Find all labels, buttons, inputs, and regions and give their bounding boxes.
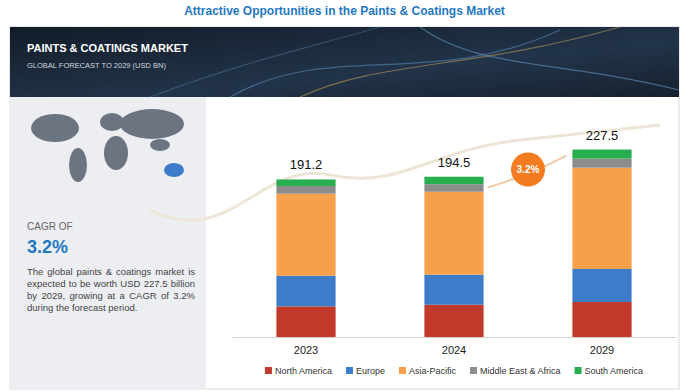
description: The global paints & coatings market is e… (27, 266, 195, 314)
bar-segment (276, 186, 335, 194)
map-shape (31, 114, 79, 142)
legend-item: South America (575, 366, 644, 376)
cagr-badge-label: 3.2% (517, 164, 540, 175)
x-axis: 2023 2024 2029 (233, 338, 677, 356)
bar-segment (572, 302, 631, 337)
total-label: 227.5 (586, 128, 619, 143)
legend-item: North America (265, 366, 332, 376)
banner-streak (230, 30, 560, 97)
chart-root: Attractive Opportunities in the Paints &… (0, 0, 689, 392)
canvas: Attractive Opportunities in the Paints &… (0, 0, 689, 392)
map-shape (104, 136, 128, 170)
bar-segment (424, 305, 483, 337)
cagr-value: 3.2% (27, 237, 68, 257)
chart-title: PAINTS & COATINGS MARKET (27, 42, 188, 54)
legend-swatch (265, 367, 272, 374)
page-heading: Attractive Opportunities in the Paints &… (184, 4, 505, 18)
bar-segment (424, 184, 483, 191)
x-tick: 2023 (294, 344, 318, 356)
x-tick-label: 2029 (590, 344, 614, 356)
cagr-badge (511, 153, 545, 187)
bar-segment (424, 177, 483, 184)
bar-segment (276, 276, 335, 307)
total-label: 191.2 (290, 157, 323, 172)
chart-subtitle: GLOBAL FORECAST TO 2029 (USD BN) (27, 61, 166, 70)
legend-swatch (346, 367, 353, 374)
legend-item: Middle East & Africa (470, 366, 561, 376)
x-tick: 2024 (442, 344, 466, 356)
legend-label: Middle East & Africa (480, 366, 561, 376)
map-shape (120, 109, 184, 139)
legend-item: Asia-Pacific (399, 366, 457, 376)
total-label: 194.5 (438, 155, 471, 170)
map-shape (150, 139, 170, 151)
legend-label: Asia-Pacific (409, 366, 457, 376)
bar-segment (276, 179, 335, 186)
legend-item: Europe (346, 366, 385, 376)
x-axis-line (233, 337, 677, 338)
legend-swatch (470, 367, 477, 374)
side-panel (10, 97, 206, 389)
x-tick: 2029 (590, 344, 614, 356)
x-tick-label: 2024 (442, 344, 466, 356)
banner-streak (300, 27, 620, 97)
banner (10, 27, 679, 97)
bars (276, 150, 631, 337)
bar-segment (572, 269, 631, 302)
legend-swatch (399, 367, 406, 374)
bar-segment (572, 150, 631, 159)
bar-segment (276, 306, 335, 337)
bar-segment (276, 194, 335, 276)
legend-swatch (575, 367, 582, 374)
cagr-label: CAGR OF (27, 221, 73, 232)
banner-streak (420, 27, 679, 90)
bar-segment (424, 192, 483, 275)
bar-segment (572, 168, 631, 269)
x-tick-label: 2023 (294, 344, 318, 356)
legend: North America Europe Asia-Pacific Middle Ea… (265, 366, 643, 376)
legend-label: North America (275, 366, 332, 376)
bar-segment (572, 159, 631, 168)
map-shape (69, 148, 87, 182)
bar-segment (424, 275, 483, 305)
card (10, 27, 679, 389)
legend-label: South America (585, 366, 644, 376)
legend-label: Europe (356, 366, 385, 376)
map-shape (164, 163, 184, 177)
banner-streak (150, 27, 380, 97)
